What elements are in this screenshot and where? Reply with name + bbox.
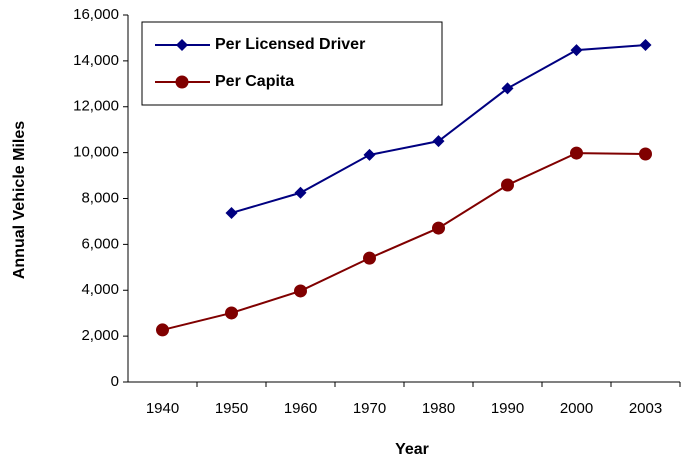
x-axis-label: Year (395, 441, 429, 458)
data-point (156, 323, 169, 337)
x-tick-label: 1940 (146, 400, 179, 417)
data-point (501, 178, 514, 192)
legend-label: Per Licensed Driver (215, 36, 365, 53)
y-tick-label: 6,000 (81, 235, 119, 252)
x-tick-label: 1960 (284, 400, 317, 417)
data-point (501, 82, 514, 95)
x-tick-label: 2000 (560, 400, 593, 417)
y-tick-label: 2,000 (81, 327, 119, 344)
data-point (294, 284, 307, 298)
y-tick-label: 12,000 (73, 98, 119, 115)
x-tick-label: 1950 (215, 400, 248, 417)
data-point (225, 206, 238, 219)
y-tick-label: 0 (111, 373, 119, 390)
legend-label: Per Capita (215, 73, 294, 90)
data-point (363, 251, 376, 265)
y-tick-label: 14,000 (73, 52, 119, 69)
y-tick-label: 10,000 (73, 144, 119, 161)
data-point (639, 39, 652, 52)
x-tick-label: 2003 (629, 400, 662, 417)
data-point (432, 221, 445, 235)
data-point (294, 186, 307, 199)
y-tick-label: 4,000 (81, 281, 119, 298)
legend-box (141, 21, 443, 106)
data-point (570, 146, 583, 160)
x-tick-label: 1990 (491, 400, 524, 417)
y-axis-label: Annual Vehicle Miles (11, 121, 28, 279)
y-tick-label: 8,000 (81, 189, 119, 206)
data-point (363, 148, 376, 161)
series-line (162, 152, 646, 331)
data-point (432, 135, 445, 148)
legend-marker (176, 39, 188, 51)
x-tick-label: 1970 (353, 400, 386, 417)
data-point (570, 44, 583, 57)
y-tick-label: 16,000 (73, 6, 119, 23)
legend-marker (175, 75, 189, 89)
data-point (225, 306, 238, 320)
data-point (639, 147, 652, 161)
x-tick-label: 1980 (422, 400, 455, 417)
